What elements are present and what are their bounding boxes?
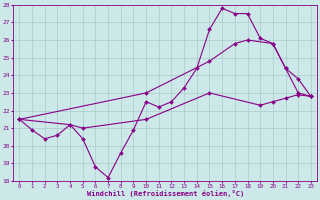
X-axis label: Windchill (Refroidissement éolien,°C): Windchill (Refroidissement éolien,°C)	[86, 190, 244, 197]
